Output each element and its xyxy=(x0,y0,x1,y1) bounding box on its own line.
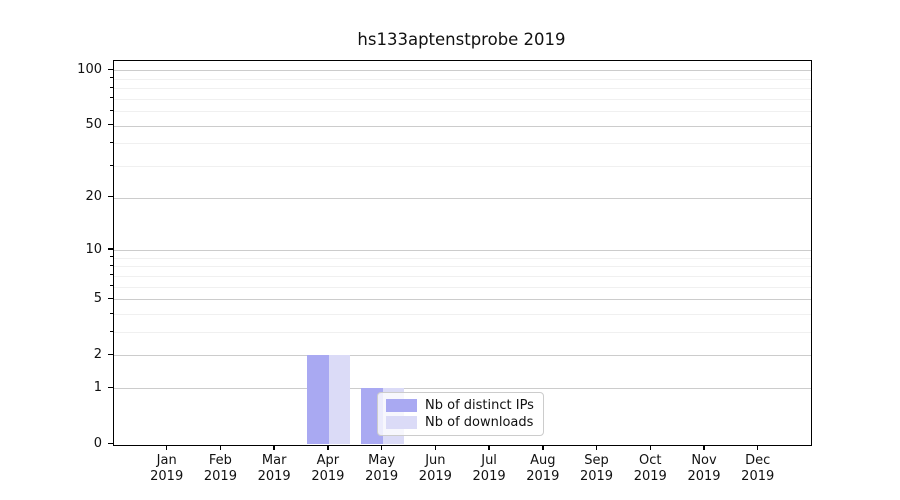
y-minor-tick-mark xyxy=(110,109,113,111)
x-tick-mark xyxy=(434,444,437,450)
x-tick-label: Jul 2019 xyxy=(472,452,506,484)
y-tick-mark xyxy=(108,386,113,388)
y-tick-mark xyxy=(108,297,113,299)
legend-row: Nb of downloads xyxy=(386,415,535,430)
x-tick-label: Apr 2019 xyxy=(311,452,345,484)
y-tick-label: 100 xyxy=(77,61,102,77)
y-major-gridline xyxy=(114,197,811,199)
x-tick-mark xyxy=(488,444,490,450)
y-minor-gridline xyxy=(114,143,811,145)
y-tick-label: 2 xyxy=(93,346,102,362)
y-tick-label: 0 xyxy=(93,436,102,451)
y-major-gridline xyxy=(114,250,811,252)
x-tick-label: Sep 2019 xyxy=(579,452,614,484)
y-major-gridline xyxy=(114,299,811,301)
x-tick-mark xyxy=(595,444,598,450)
legend-row: Nb of distinct IPs xyxy=(386,398,535,413)
x-tick-label: Mar 2019 xyxy=(257,452,291,484)
x-tick-label: Aug 2019 xyxy=(526,452,560,484)
x-tick-label: Oct 2019 xyxy=(633,452,667,484)
y-tick-label: 50 xyxy=(85,117,102,133)
y-minor-tick-mark xyxy=(110,264,113,266)
y-minor-gridline xyxy=(114,314,811,315)
y-minor-gridline xyxy=(114,257,811,259)
y-minor-gridline xyxy=(114,88,811,90)
y-minor-gridline xyxy=(114,332,811,334)
legend-label: Nb of downloads xyxy=(425,415,534,430)
x-tick-mark xyxy=(327,444,329,450)
x-tick-label: May 2019 xyxy=(365,452,399,484)
y-minor-gridline xyxy=(114,111,811,113)
chart-title: hs133aptenstprobe 2019 xyxy=(357,30,566,49)
legend: Nb of distinct IPs Nb of downloads xyxy=(377,392,544,436)
x-tick-label: Nov 2019 xyxy=(687,452,721,484)
y-tick-label: 1 xyxy=(93,379,102,395)
y-minor-tick-mark xyxy=(110,97,113,99)
y-minor-tick-mark xyxy=(110,330,113,332)
legend-swatch-icon xyxy=(386,399,417,412)
x-tick-mark xyxy=(757,444,759,450)
y-minor-gridline xyxy=(114,275,811,277)
y-minor-tick-mark xyxy=(110,86,113,88)
bar-nb-of-distinct-ips-apr xyxy=(307,355,329,445)
y-minor-gridline xyxy=(114,286,811,288)
y-minor-tick-mark xyxy=(110,312,113,314)
y-minor-tick-mark xyxy=(110,164,113,166)
y-minor-gridline xyxy=(114,266,811,268)
x-tick-mark xyxy=(380,444,383,450)
x-tick-label: Feb 2019 xyxy=(203,452,237,484)
y-minor-gridline xyxy=(114,166,811,168)
y-tick-mark xyxy=(108,68,113,70)
y-major-gridline xyxy=(114,355,811,357)
legend-swatch-icon xyxy=(386,416,417,429)
y-tick-label: 20 xyxy=(85,189,102,205)
y-tick-mark xyxy=(108,195,113,198)
x-tick-mark xyxy=(542,444,544,450)
x-tick-label: Dec 2019 xyxy=(741,452,775,484)
x-tick-mark xyxy=(273,444,275,450)
y-major-gridline xyxy=(114,388,811,390)
x-tick-mark xyxy=(649,444,651,450)
y-tick-mark xyxy=(108,248,113,250)
bar-nb-of-downloads-apr xyxy=(328,355,351,445)
y-major-gridline xyxy=(114,125,811,127)
y-major-gridline xyxy=(114,70,811,72)
y-minor-tick-mark xyxy=(110,285,113,287)
x-tick-mark xyxy=(703,444,705,450)
y-tick-mark xyxy=(108,442,113,445)
legend-label: Nb of distinct IPs xyxy=(425,398,534,413)
x-tick-label: Jan 2019 xyxy=(150,452,184,484)
x-tick-mark xyxy=(219,444,222,450)
y-minor-tick-mark xyxy=(110,77,113,79)
y-minor-gridline xyxy=(114,98,811,100)
y-tick-mark xyxy=(108,123,113,126)
y-minor-gridline xyxy=(114,78,811,80)
x-tick-mark xyxy=(166,444,168,450)
y-minor-tick-mark xyxy=(110,274,113,276)
y-minor-tick-mark xyxy=(110,141,113,143)
x-tick-label: Jun 2019 xyxy=(418,452,452,484)
plot-area xyxy=(113,60,812,446)
y-tick-label: 10 xyxy=(85,241,102,257)
y-tick-mark xyxy=(108,353,113,356)
y-minor-tick-mark xyxy=(110,256,113,258)
y-tick-label: 5 xyxy=(93,290,102,306)
